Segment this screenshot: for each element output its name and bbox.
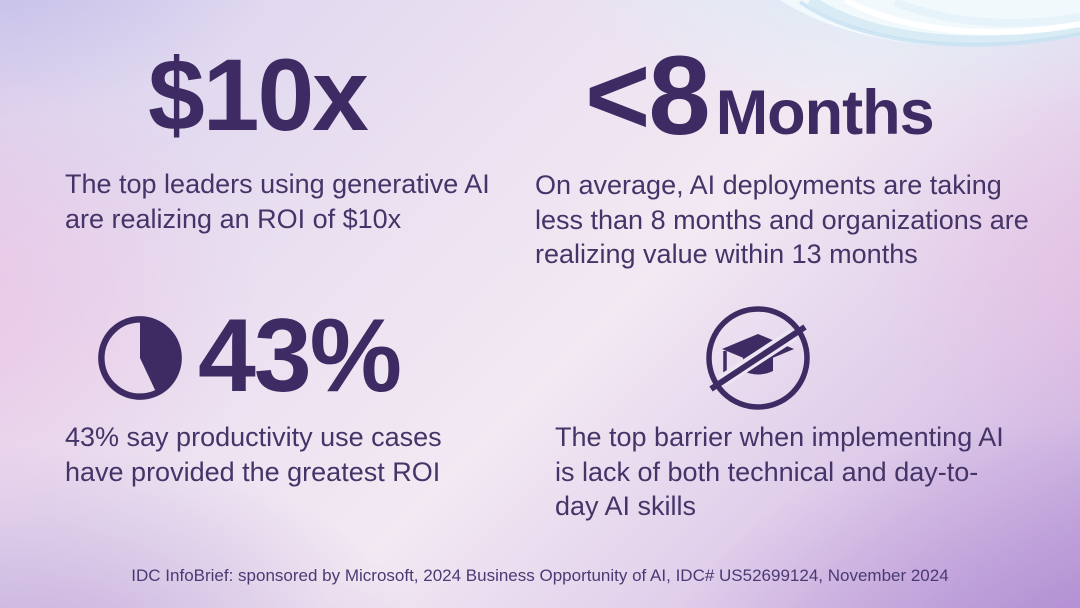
- source-citation: IDC InfoBrief: sponsored by Microsoft, 2…: [131, 566, 949, 585]
- roi-stat-headline: $10x: [148, 38, 369, 152]
- months-stat-unit: Months: [715, 78, 935, 148]
- roi-stat-caption: The top leaders using generative AI are …: [65, 169, 490, 234]
- graduation-cap-slash-icon: [706, 306, 810, 410]
- skills-stat-caption: The top barrier when implementing AI is …: [555, 422, 1004, 522]
- productivity-stat-headline: 43%: [198, 298, 402, 414]
- productivity-stat-caption: 43% say productivity use cases have prov…: [65, 422, 442, 487]
- months-stat-number: <8: [585, 33, 711, 158]
- pie-chart-icon: [98, 316, 182, 400]
- months-stat-headline: <8 Months: [585, 33, 935, 158]
- months-stat-caption: On average, AI deployments are taking le…: [535, 170, 1029, 270]
